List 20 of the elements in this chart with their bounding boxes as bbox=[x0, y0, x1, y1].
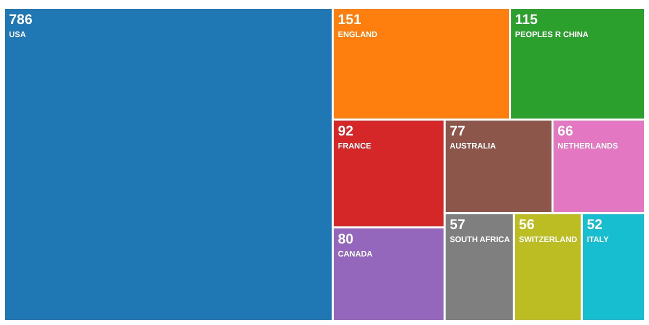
category-label: ITALY bbox=[586, 235, 610, 244]
category-label: NETHERLANDS bbox=[558, 142, 619, 151]
data-label: 77 bbox=[450, 122, 466, 139]
data-label: 52 bbox=[586, 216, 603, 232]
category-label: SOUTH AFRICA bbox=[450, 235, 510, 244]
data-label: 151 bbox=[338, 11, 362, 27]
data-label: 57 bbox=[450, 216, 466, 232]
data-label: 786 bbox=[9, 11, 33, 27]
data-label: 92 bbox=[338, 122, 354, 139]
category-label: AUSTRALIA bbox=[450, 142, 496, 151]
category-label: SWITZERLAND bbox=[518, 235, 578, 244]
category-label: USA bbox=[9, 30, 26, 39]
category-label: PEOPLES R CHINA bbox=[515, 30, 589, 39]
category-label: CANADA bbox=[338, 249, 373, 258]
category-label: ENGLAND bbox=[338, 30, 378, 39]
data-label: 80 bbox=[338, 230, 354, 246]
data-label: 115 bbox=[515, 11, 538, 27]
data-label: 56 bbox=[518, 216, 535, 232]
category-label: FRANCE bbox=[338, 142, 372, 151]
data-label: 66 bbox=[558, 122, 574, 139]
